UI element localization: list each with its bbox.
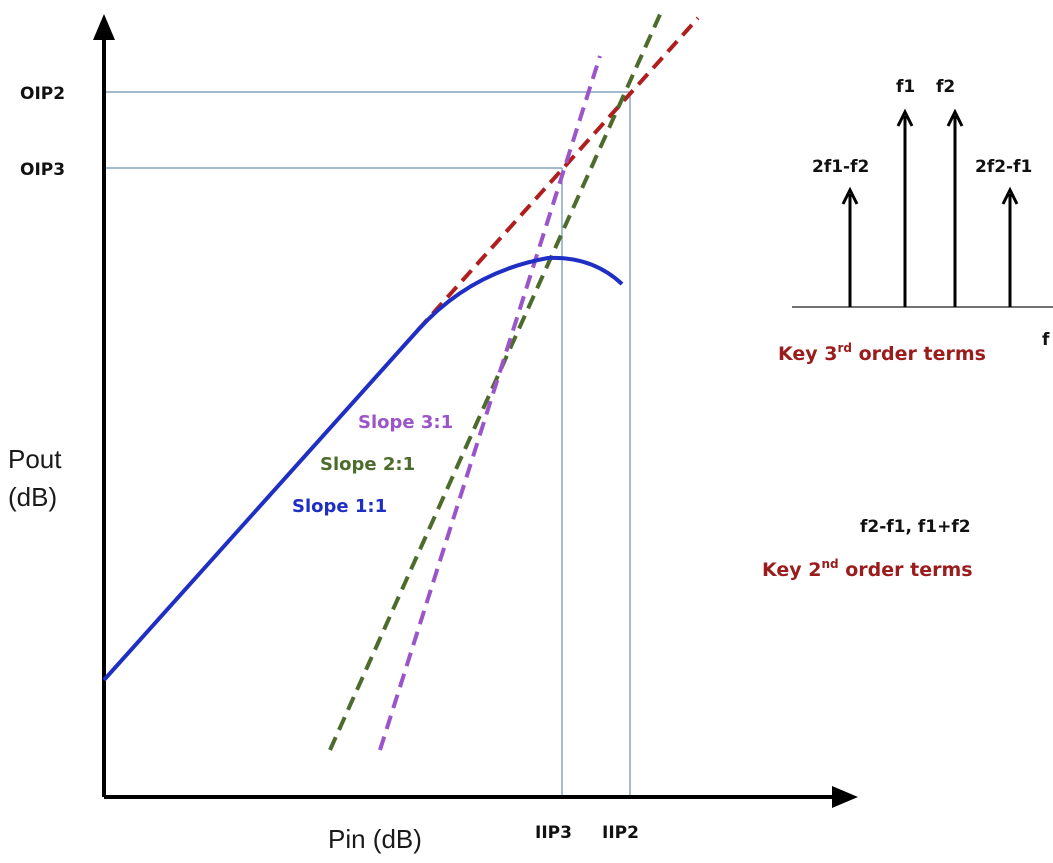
f1-tone-arrowhead: [896, 108, 914, 127]
iip2-label: IIP2: [602, 823, 639, 843]
im3-high-tone-label: 2f2-f1: [975, 157, 1032, 177]
spectrum-axis-label: f: [1042, 330, 1050, 350]
y-axis-arrowhead: [93, 14, 115, 40]
f2-tone-label: f2: [936, 77, 955, 97]
fundamental-curve: [102, 255, 624, 682]
slope-1-label: Slope 1:1: [292, 496, 387, 517]
im3-high-tone-arrowhead: [1001, 186, 1019, 205]
iip3-label: IIP3: [535, 823, 572, 843]
slope-3-label: Slope 3:1: [358, 412, 453, 433]
third-order-caption: Key 3rd order terms: [778, 341, 986, 365]
second-order-caption: Key 2nd order terms: [762, 557, 973, 581]
im3-low-tone-label: 2f1-f2: [812, 157, 869, 177]
third-order-slope-line: [378, 55, 602, 751]
slope-2-label: Slope 2:1: [320, 454, 415, 475]
oip3-label: OIP3: [20, 160, 65, 180]
f2-tone-arrowhead: [946, 108, 964, 127]
f1-tone-label: f1: [896, 77, 915, 97]
x-axis-arrowhead: [832, 786, 858, 808]
oip2-label: OIP2: [20, 84, 65, 104]
extrapolated-fundamental-line: [416, 16, 700, 332]
second-order-terms: f2-f1, f1+f2: [860, 517, 971, 537]
y-axis-label-line1: Pout: [8, 444, 62, 474]
im3-low-tone-arrowhead: [841, 186, 859, 205]
y-axis-label-line2: (dB): [8, 482, 57, 512]
x-axis-label: Pin (dB): [328, 824, 422, 854]
